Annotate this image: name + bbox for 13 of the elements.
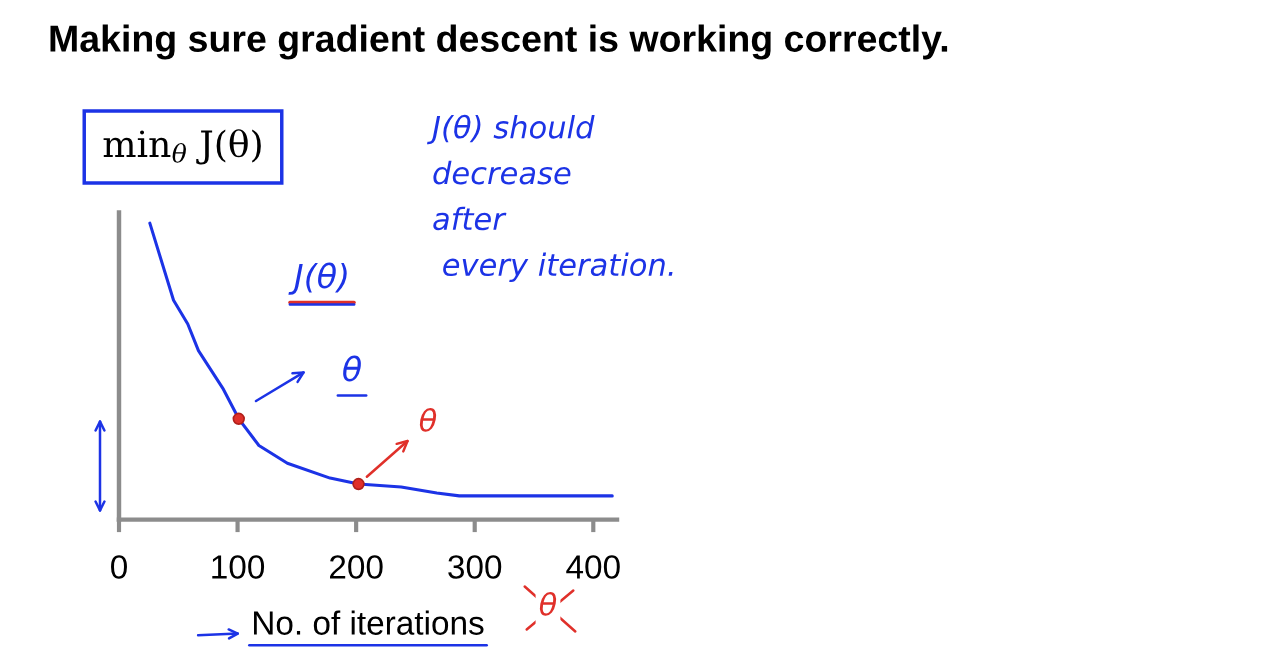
chart-title: Making sure gradient descent is working correctly. — [50, 24, 948, 60]
x-tick-label: 100 — [212, 555, 265, 579]
x-axis-title: No. of iterations — [254, 610, 484, 635]
x-tick-label: 200 — [330, 555, 383, 579]
annotation: J(θ) should decrease after every iteration. — [426, 114, 673, 283]
x-tick-label: 400 — [566, 555, 620, 579]
y-axis-title: min$_{θ}$ J(θ) — [103, 129, 261, 165]
annotation: J(θ) — [288, 262, 347, 295]
x-tick-label: 0 — [111, 555, 127, 579]
annotation: θ — [343, 355, 361, 382]
x-tick-label: 300 — [448, 555, 502, 579]
annotation: θ — [419, 407, 437, 432]
text: θ — [539, 591, 557, 616]
